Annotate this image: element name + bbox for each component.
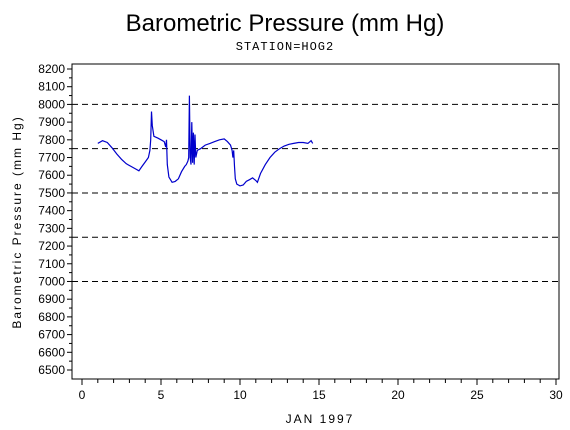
y-tick-label: 7700 [38,151,65,165]
x-axis: 0 5 10 15 20 25 30 [79,379,563,402]
x-tick-label: 15 [312,388,326,402]
chart-subtitle: STATION=HOG2 [236,40,334,54]
y-tick-label: 8000 [38,97,65,111]
x-tick-label: 10 [233,388,247,402]
y-tick-label: 6800 [38,310,65,324]
x-tick-label: 20 [391,388,405,402]
reference-lines [72,103,559,282]
x-axis-label: JAN 1997 [286,412,355,426]
y-tick-label: 8100 [38,80,65,94]
y-tick-label: 7000 [38,274,65,288]
chart-title: Barometric Pressure (mm Hg) [126,10,445,37]
pressure-series-line [97,95,314,187]
x-tick-label: 5 [158,388,165,402]
x-tick-label: 30 [549,388,563,402]
y-axis: 6500 6600 6700 6800 6900 7000 7100 7200 7300 7400… [38,62,72,377]
y-tick-label: 6600 [38,345,65,359]
x-tick-label: 0 [79,388,86,402]
y-tick-label: 6900 [38,292,65,306]
y-tick-label: 6700 [38,328,65,342]
y-axis-label: Barometric Pressure (mm Hg) [10,115,24,328]
y-tick-label: 7800 [38,133,65,147]
y-tick-label: 7300 [38,221,65,235]
y-tick-label: 7900 [38,115,65,129]
x-tick-label: 25 [470,388,484,402]
y-tick-label: 7100 [38,257,65,271]
y-tick-label: 8200 [38,62,65,76]
y-tick-label: 7400 [38,204,65,218]
y-tick-label: 6500 [38,363,65,377]
y-tick-label: 7200 [38,239,65,253]
y-tick-label: 7600 [38,168,65,182]
y-tick-label: 7500 [38,186,65,200]
series-layer [97,95,314,187]
plot-frame [71,63,560,380]
